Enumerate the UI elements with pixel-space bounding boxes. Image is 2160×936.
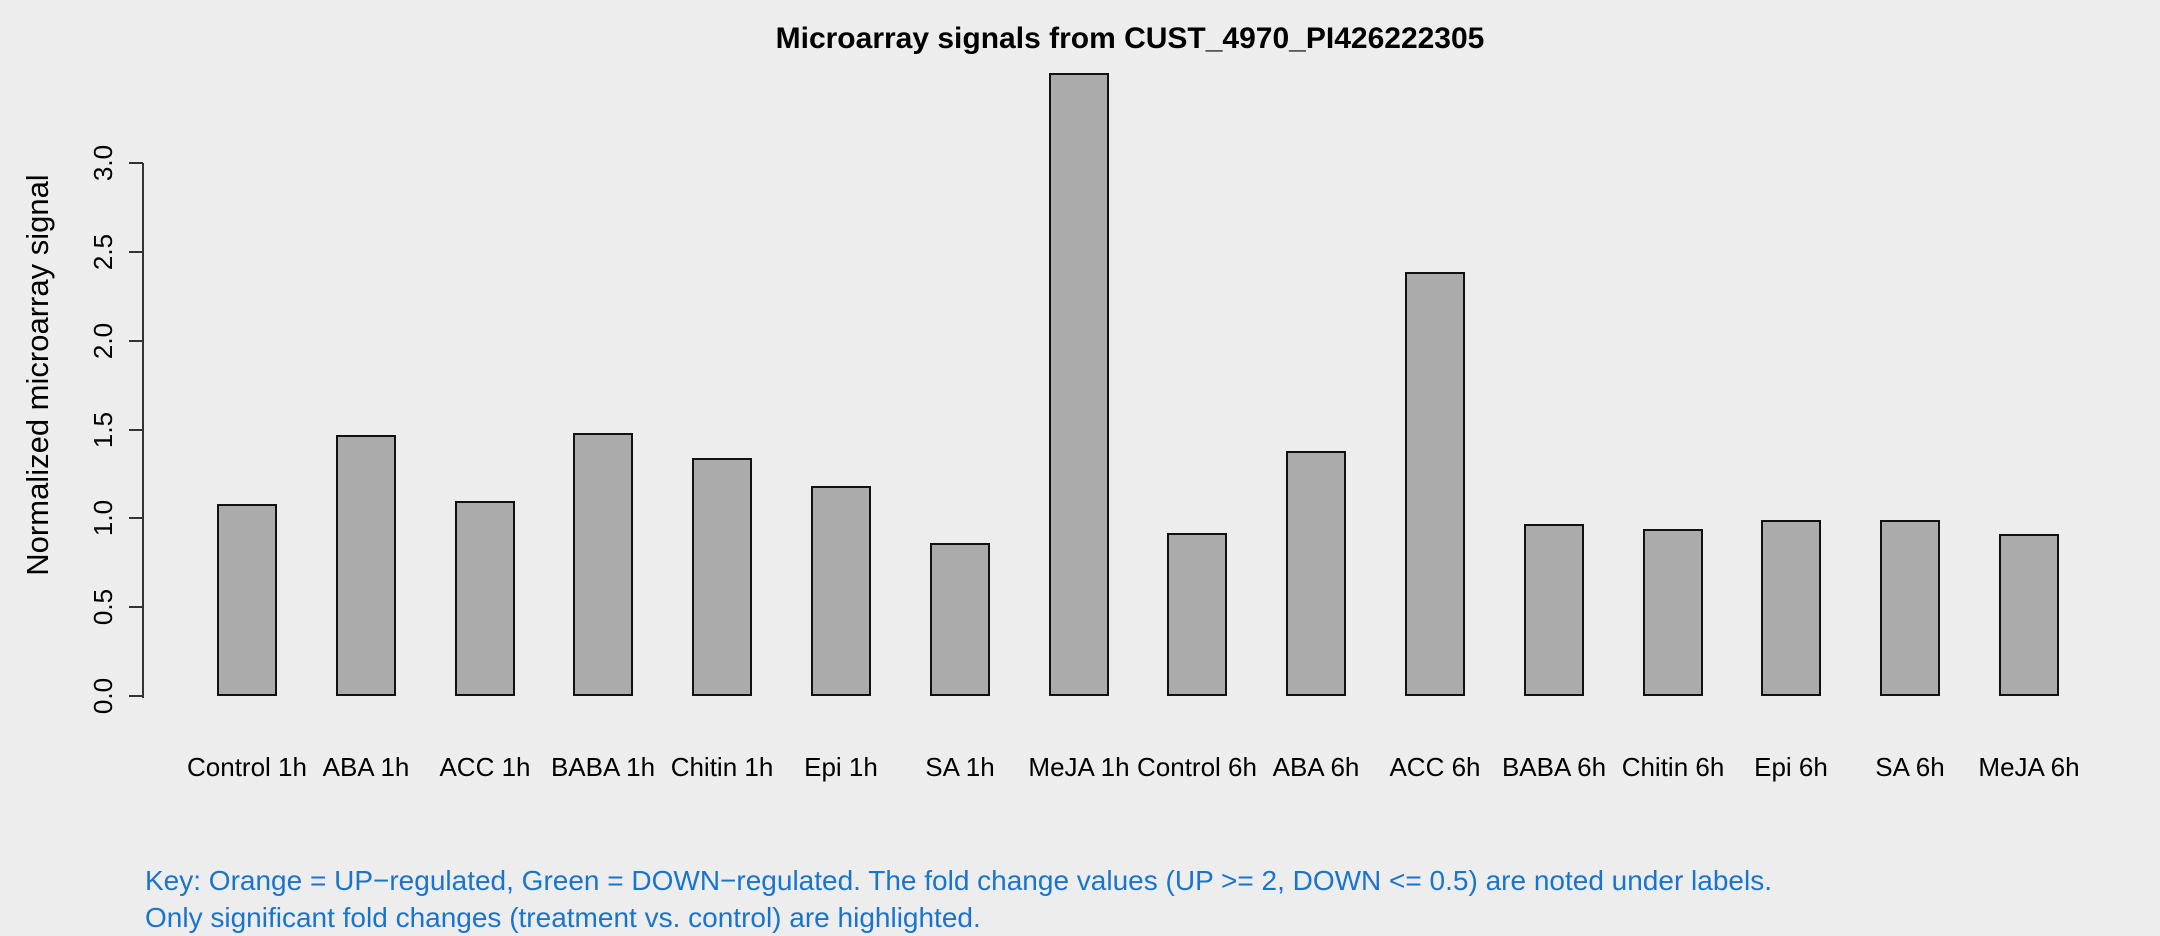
key-note-line1: Key: Orange = UP−regulated, Green = DOWN… xyxy=(145,865,1772,896)
bar-epi-1h xyxy=(811,486,871,696)
bar-acc-1h xyxy=(455,501,515,696)
x-axis-label: Control 1h xyxy=(187,752,307,782)
x-axis-label: Chitin 1h xyxy=(670,752,774,782)
y-tick xyxy=(129,428,143,431)
bar-meja-1h xyxy=(1049,73,1109,696)
key-note-line2: Only significant fold changes (treatment… xyxy=(145,902,981,933)
x-axis-label: Control 6h xyxy=(1137,752,1257,782)
x-axis-label: BABA 1h xyxy=(550,752,656,782)
bar-aba-1h xyxy=(336,435,396,696)
bar-aba-6h xyxy=(1286,451,1346,696)
x-axis-label: BABA 6h xyxy=(1501,752,1607,782)
y-tick-label: 1.0 xyxy=(88,500,118,537)
y-axis-line xyxy=(142,163,144,698)
x-axis-label: Epi 6h xyxy=(1754,752,1828,782)
bar-chitin-1h xyxy=(692,458,752,696)
y-tick xyxy=(129,606,143,609)
bar-epi-6h xyxy=(1761,520,1821,696)
x-axis-label: SA 6h xyxy=(1875,752,1945,782)
x-axis-label: ACC 1h xyxy=(439,752,531,782)
y-tick-label: 2.5 xyxy=(88,233,118,271)
x-axis-label: MeJA 6h xyxy=(1978,752,2080,782)
bar-control-6h xyxy=(1167,533,1227,696)
x-axis-label: MeJA 1h xyxy=(1028,752,1130,782)
x-axis-label: ACC 6h xyxy=(1389,752,1481,782)
x-axis-label: Epi 1h xyxy=(804,752,878,782)
bar-sa-6h xyxy=(1880,520,1940,696)
x-axis-label: ABA 6h xyxy=(1272,752,1360,782)
y-tick xyxy=(129,251,143,253)
bar-baba-1h xyxy=(573,433,633,696)
x-axis-label: Chitin 6h xyxy=(1621,752,1725,782)
bar-chitin-6h xyxy=(1643,529,1703,696)
bar-sa-1h xyxy=(930,543,990,696)
key-note: Key: Orange = UP−regulated, Green = DOWN… xyxy=(145,862,1772,936)
y-tick-label: 2.0 xyxy=(88,322,118,359)
bar-acc-6h xyxy=(1405,272,1465,696)
bar-control-1h xyxy=(217,504,277,696)
y-tick-label: 0.0 xyxy=(88,677,118,715)
y-tick-label: 1.5 xyxy=(88,411,118,448)
y-tick xyxy=(129,695,143,697)
chart-title: Microarray signals from CUST_4970_PI4262… xyxy=(775,22,1485,55)
bar-meja-6h xyxy=(1999,534,2059,696)
x-axis-label: SA 1h xyxy=(925,752,995,782)
x-axis-label: ABA 1h xyxy=(322,752,410,782)
y-axis-title: Normalized microarray signal xyxy=(20,174,55,576)
bar-baba-6h xyxy=(1524,524,1584,696)
y-tick xyxy=(129,162,143,165)
y-tick xyxy=(129,517,143,520)
y-tick-label: 3.0 xyxy=(88,145,118,182)
y-tick xyxy=(129,339,143,342)
y-tick-label: 0.5 xyxy=(88,589,118,626)
